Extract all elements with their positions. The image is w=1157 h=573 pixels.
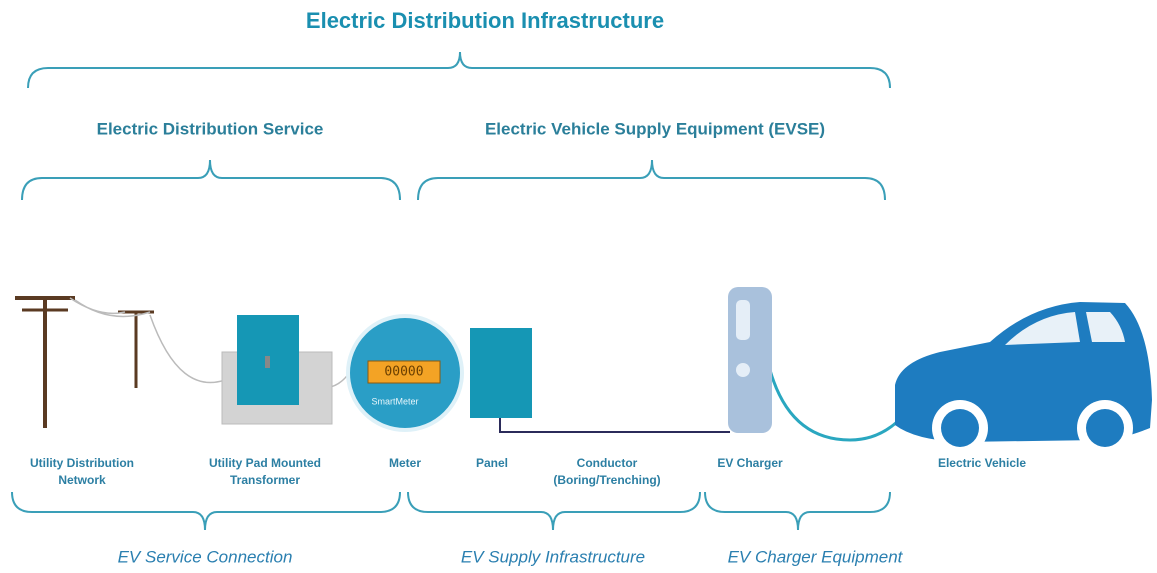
- component-label: Electric Vehicle: [938, 456, 1026, 470]
- group-label: EV Service Connection: [118, 547, 293, 566]
- brace: [28, 52, 890, 88]
- car-wheel: [1086, 409, 1124, 447]
- component-label: EV Charger: [717, 456, 783, 470]
- brace: [418, 160, 885, 200]
- component-label: Network: [58, 473, 106, 487]
- component-label: Panel: [476, 456, 508, 470]
- section-label: Electric Distribution Service: [97, 119, 324, 138]
- meter-brand: SmartMeter: [371, 396, 418, 406]
- brace: [12, 492, 400, 530]
- component-label: (Boring/Trenching): [553, 473, 660, 487]
- brace: [705, 492, 890, 530]
- charger-cable: [770, 370, 915, 440]
- section-label: Electric Vehicle Supply Equipment (EVSE): [485, 119, 825, 138]
- transformer-latch: [265, 356, 270, 368]
- panel: [470, 328, 532, 418]
- component-label: Utility Pad Mounted: [209, 456, 321, 470]
- utility-poles: [15, 298, 154, 428]
- meter-display-text: 00000: [384, 365, 423, 380]
- charger-plug: [736, 363, 750, 377]
- brace: [408, 492, 700, 530]
- car-wheel: [941, 409, 979, 447]
- component-labels: Utility Distribution Network Utility Pad M…: [30, 456, 1026, 487]
- diagram: Electric Distribution Infrastructure Ele…: [0, 0, 1157, 573]
- group-label: EV Supply Infrastructure: [461, 547, 645, 566]
- component-label: Transformer: [230, 473, 300, 487]
- component-label: Meter: [389, 456, 421, 470]
- conductor: [500, 418, 730, 432]
- group-label: EV Charger Equipment: [728, 547, 904, 566]
- charger-screen: [736, 300, 750, 340]
- component-label: Conductor: [577, 456, 638, 470]
- brace: [22, 160, 400, 200]
- component-label: Utility Distribution: [30, 456, 134, 470]
- title: Electric Distribution Infrastructure: [306, 8, 664, 33]
